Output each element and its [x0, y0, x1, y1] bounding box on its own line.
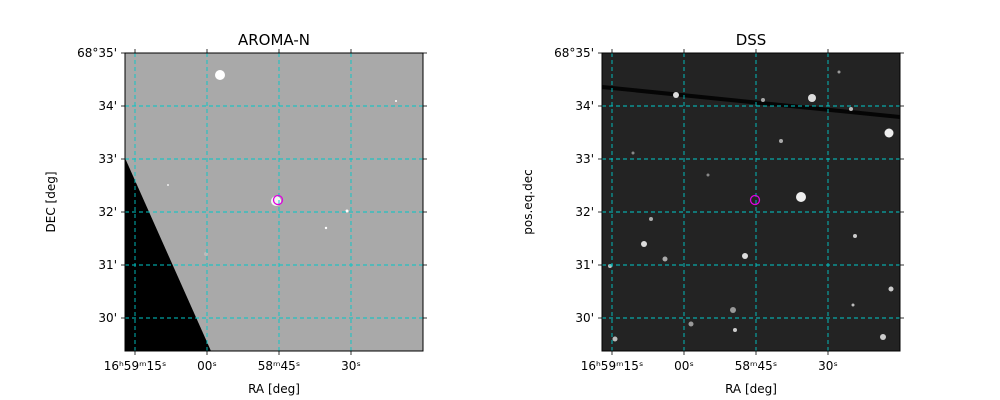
- target-marker: [749, 194, 761, 206]
- y-tick-label: 31': [575, 258, 594, 272]
- y-tick-label: 68°35': [77, 46, 117, 60]
- y-tick-label: 33': [98, 152, 117, 166]
- x-tick-label: 58ᵐ45ˢ: [258, 359, 301, 373]
- y-tick-label: 34': [98, 99, 117, 113]
- panel-title: AROMA-N: [238, 31, 310, 49]
- y-axis-label: pos.eq.dec: [521, 169, 535, 234]
- y-tick-label: 68°35': [554, 46, 594, 60]
- y-tick-label: 30': [98, 311, 117, 325]
- x-tick-label: 58ᵐ45ˢ: [735, 359, 778, 373]
- x-tick-label: 16ʰ59ᵐ15ˢ: [104, 359, 167, 373]
- y-tick-label: 32': [575, 205, 594, 219]
- x-axis-label: RA [deg]: [725, 382, 777, 396]
- y-tick-label: 33': [575, 152, 594, 166]
- x-tick-label: 30ˢ: [341, 359, 361, 373]
- y-axis-label: DEC [deg]: [44, 172, 58, 233]
- panel-title: DSS: [736, 31, 767, 49]
- x-tick-label: 16ʰ59ᵐ15ˢ: [581, 359, 644, 373]
- axes-frame: [124, 52, 424, 352]
- axes-frame: [601, 52, 901, 352]
- target-marker: [272, 194, 284, 206]
- y-tick-label: 34': [575, 99, 594, 113]
- y-tick-label: 30': [575, 311, 594, 325]
- x-axis-label: RA [deg]: [248, 382, 300, 396]
- aroma-image: [125, 53, 423, 351]
- x-tick-label: 00ˢ: [674, 359, 694, 373]
- y-tick-label: 31': [98, 258, 117, 272]
- x-tick-label: 00ˢ: [197, 359, 217, 373]
- x-tick-label: 30ˢ: [818, 359, 838, 373]
- y-tick-label: 32': [98, 205, 117, 219]
